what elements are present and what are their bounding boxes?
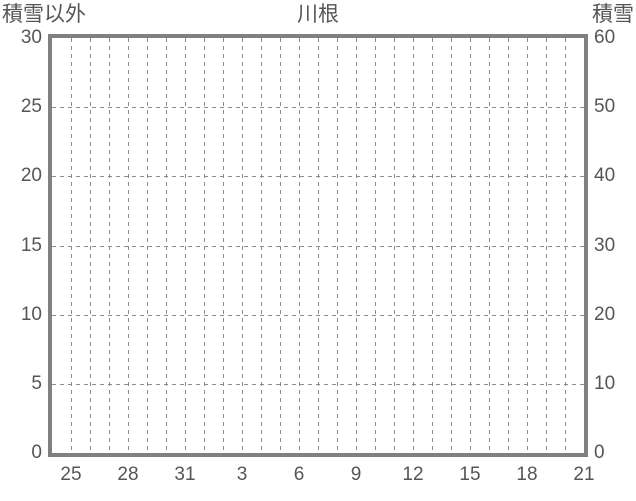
left-axis-tick-label: 10	[20, 303, 42, 325]
x-axis-tick-label: 31	[174, 464, 196, 485]
x-axis-tick-label: 25	[60, 464, 82, 485]
x-axis-tick-label: 6	[293, 464, 305, 485]
left-axis-tick-label: 30	[20, 27, 42, 48]
left-axis-tick-label: 0	[31, 442, 42, 463]
x-axis-tick-label: 9	[350, 464, 362, 485]
right-axis-tick-label: 0	[594, 442, 605, 463]
left-axis-caption: 積雪以外	[2, 3, 86, 26]
left-axis-tick-label: 20	[20, 165, 42, 187]
chart-title: 川根	[297, 3, 339, 26]
x-axis-tick-label: 28	[117, 464, 139, 485]
plot-grid-container	[52, 38, 584, 453]
x-axis-tick-label: 21	[573, 464, 595, 485]
grid-lines	[52, 38, 584, 453]
left-axis-tick-label: 25	[20, 96, 42, 118]
left-axis-tick-label: 15	[20, 234, 42, 256]
plot-area	[48, 34, 588, 457]
right-axis-ticks: 0 10 20 30 40 50 60	[594, 0, 636, 501]
left-axis-ticks: 0 5 10 15 20 25 30	[0, 0, 42, 501]
right-axis-tick-label: 40	[594, 165, 616, 187]
right-axis-tick-label: 60	[594, 27, 616, 48]
x-axis-ticks: 25 28 31 3 6 9 12 15 18 21	[0, 463, 636, 493]
right-axis-caption: 積雪	[592, 3, 634, 26]
x-axis-tick-label: 15	[459, 464, 481, 485]
right-axis-tick-label: 10	[594, 372, 616, 394]
right-axis-tick-label: 30	[594, 234, 616, 256]
right-axis-tick-label: 50	[594, 96, 616, 118]
x-axis-tick-label: 3	[236, 464, 248, 485]
x-axis-tick-label: 12	[402, 464, 424, 485]
right-axis-tick-label: 20	[594, 303, 616, 325]
x-axis-tick-label: 18	[516, 464, 538, 485]
left-axis-tick-label: 5	[31, 372, 42, 394]
